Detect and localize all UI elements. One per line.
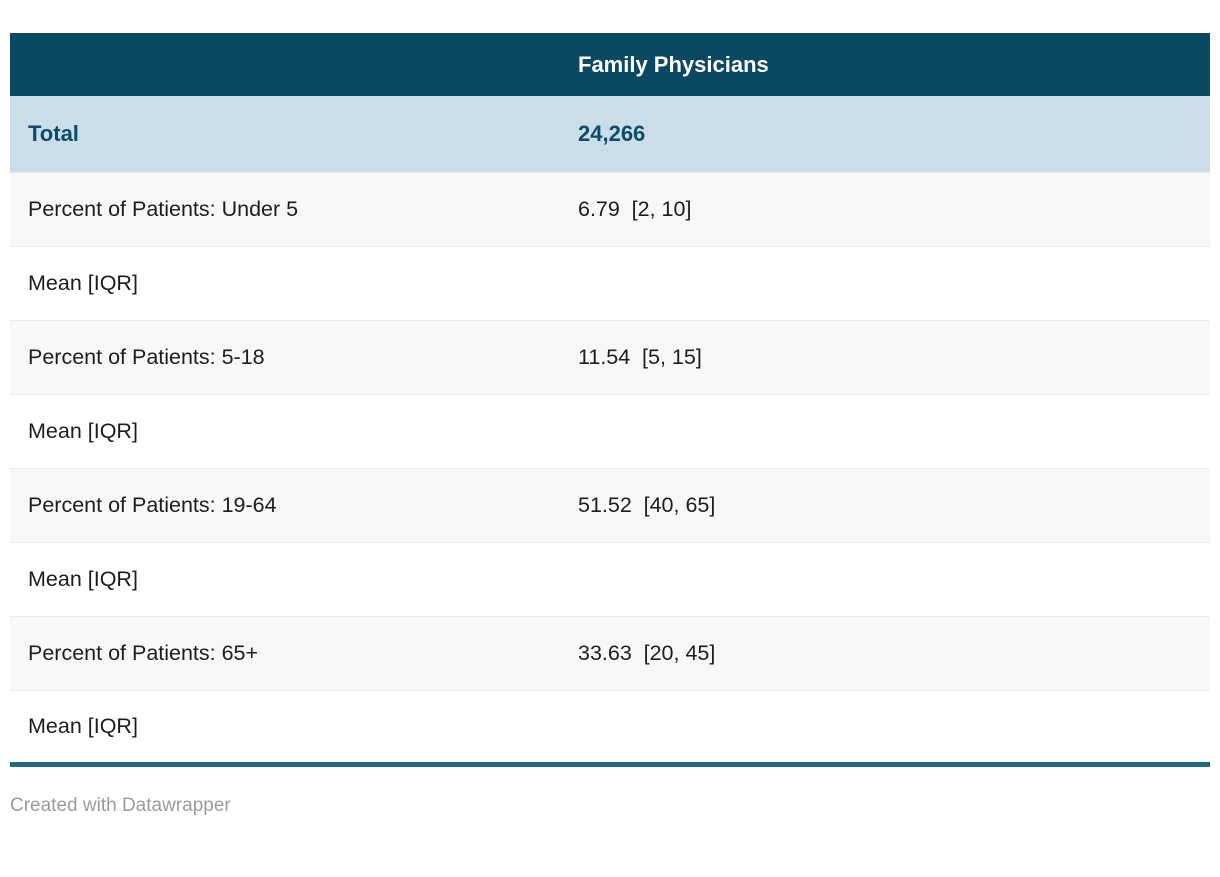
iqr-value: [5, 15] xyxy=(642,344,702,369)
row-label: Mean [IQR] xyxy=(10,393,560,468)
row-label: Percent of Patients: Under 5 xyxy=(10,171,560,246)
datawrapper-credit-link[interactable]: Created with Datawrapper xyxy=(10,794,231,816)
iqr-value: [20, 45] xyxy=(643,640,716,665)
row-label: Percent of Patients: 5-18 xyxy=(10,319,560,394)
table-row: Percent of Patients: 5-18 11.54 [5, 15] xyxy=(10,319,1210,394)
total-value: 24,266 xyxy=(560,96,1210,172)
mean-value: 6.79 xyxy=(578,196,620,221)
header-cell-family-physicians: Family Physicians xyxy=(560,33,1210,96)
table-row-total: Total 24,266 xyxy=(10,96,1210,172)
table-row: Mean [IQR] xyxy=(10,393,1210,468)
data-table-container: Family Physicians Total 24,266 Percent o… xyxy=(10,33,1210,767)
table-row: Percent of Patients: 19-64 51.52 [40, 65] xyxy=(10,467,1210,542)
row-value-cell xyxy=(560,245,1210,320)
iqr-value: [2, 10] xyxy=(631,196,692,221)
row-value-cell xyxy=(560,541,1210,616)
mean-value: 51.52 xyxy=(578,492,632,517)
table-row: Percent of Patients: 65+ 33.63 [20, 45] xyxy=(10,615,1210,690)
table-row: Mean [IQR] xyxy=(10,689,1210,764)
table-header: Family Physicians xyxy=(10,33,1210,96)
row-value-cell xyxy=(560,689,1210,764)
row-label: Mean [IQR] xyxy=(10,541,560,616)
family-physicians-table: Family Physicians Total 24,266 Percent o… xyxy=(10,33,1210,767)
mean-value: 33.63 xyxy=(578,640,632,665)
row-label: Percent of Patients: 19-64 xyxy=(10,467,560,542)
table-row: Mean [IQR] xyxy=(10,541,1210,616)
header-cell-measure xyxy=(10,33,560,96)
header-row: Family Physicians xyxy=(10,33,1210,96)
row-value-cell xyxy=(560,393,1210,468)
total-label: Total xyxy=(10,96,560,172)
row-value-cell: 33.63 [20, 45] xyxy=(560,615,1210,690)
row-value-cell: 11.54 [5, 15] xyxy=(560,319,1210,394)
row-label: Mean [IQR] xyxy=(10,689,560,764)
row-label: Mean [IQR] xyxy=(10,245,560,320)
table-row: Percent of Patients: Under 5 6.79 [2, 10] xyxy=(10,171,1210,246)
row-value-cell: 51.52 [40, 65] xyxy=(560,467,1210,542)
row-value-cell: 6.79 [2, 10] xyxy=(560,171,1210,246)
table-row: Mean [IQR] xyxy=(10,245,1210,320)
iqr-value: [40, 65] xyxy=(643,492,716,517)
row-label: Percent of Patients: 65+ xyxy=(10,615,560,690)
footer: Created with Datawrapper xyxy=(10,795,1210,817)
mean-value: 11.54 xyxy=(578,344,631,369)
